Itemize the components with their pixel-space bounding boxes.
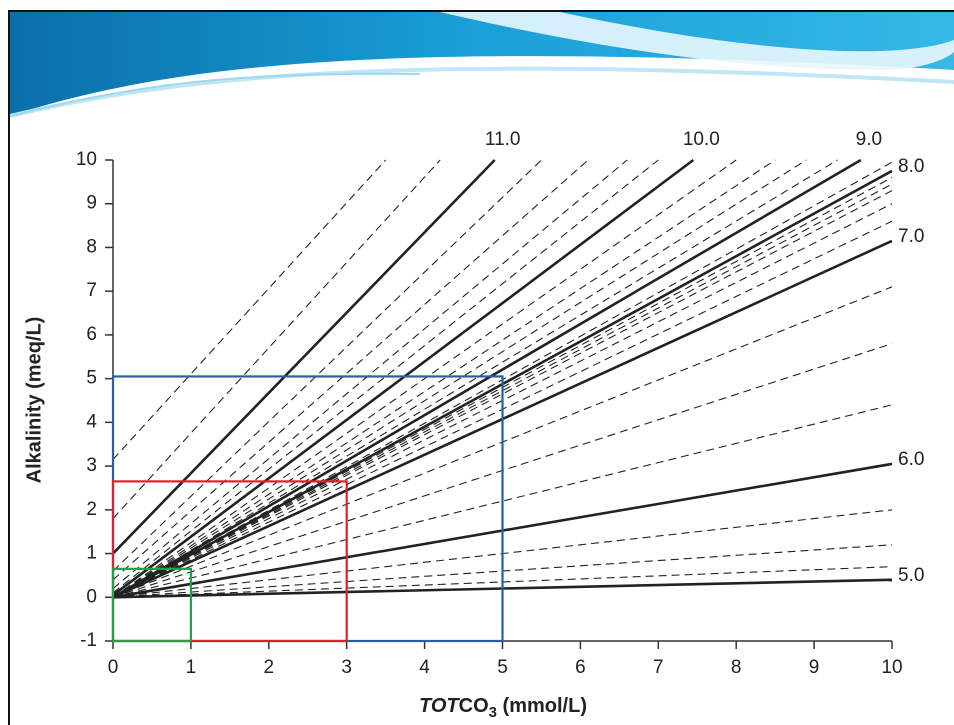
y-tick-label: 3 [86, 455, 97, 476]
ph-dashed-line [112, 159, 441, 519]
x-tick-label: 9 [809, 657, 820, 678]
ph-dashed-line [112, 159, 542, 572]
y-tick-label: 0 [86, 586, 97, 607]
line-label: 6.0 [898, 449, 924, 470]
x-title-part: (mmol/L) [497, 695, 587, 717]
ph-dashed-line [112, 159, 838, 598]
ph-dashed-line [112, 159, 387, 460]
y-tick-label: 7 [86, 280, 97, 301]
x-tick-label: 8 [731, 657, 742, 678]
y-tick-label: 5 [86, 368, 97, 389]
x-tick-label: 7 [653, 657, 664, 678]
line-label: 7.0 [898, 226, 924, 247]
ph-line [112, 159, 496, 555]
slide-frame [8, 10, 954, 725]
ph-dashed-line [112, 190, 893, 598]
x-tick-label: 2 [264, 657, 275, 678]
x-title-part: TOT [419, 695, 460, 717]
line-label: 5.0 [898, 565, 924, 586]
x-tick-label: 1 [186, 657, 197, 678]
line-label: 10.0 [683, 129, 720, 150]
y-tick-label: 10 [76, 149, 97, 170]
ph-line [112, 158, 862, 599]
x-tick-label: 5 [497, 657, 508, 678]
x-tick-label: 0 [108, 657, 119, 678]
line-label: 8.0 [898, 156, 924, 177]
x-axis-title: TOTCO3 (mmol/L) [419, 695, 587, 721]
y-tick-label: 1 [86, 543, 97, 564]
line-label: 9.0 [856, 129, 882, 150]
ph-dashed-line [112, 159, 589, 581]
highlight-box [111, 567, 193, 643]
x-tick-label: 3 [341, 657, 352, 678]
ph-dashed-line [112, 159, 737, 598]
y-tick-label: -1 [80, 630, 97, 651]
y-axis-title: Alkalinity (meq/L) [23, 317, 45, 484]
y-tick-label: 4 [86, 411, 97, 432]
x-tick-label: 4 [419, 657, 430, 678]
ph-dashed-line [112, 159, 628, 589]
ph-dashed-line [112, 404, 893, 598]
y-tick-label: 2 [86, 499, 97, 520]
y-tick-label: 6 [86, 324, 97, 345]
ph-dashed-line [112, 159, 776, 598]
x-title-part: 3 [489, 704, 497, 721]
y-tick-label: 8 [86, 236, 97, 257]
plot: -1 0 1 2 3 4 5 6 7 8 9 10 0 1 2 3 4 5 6 7 8 9 10 11.0 10.0 9.0 8.0… [76, 129, 925, 678]
x-tick-label: 6 [575, 657, 586, 678]
ph-dashed-line [112, 183, 893, 598]
y-tick-label: 9 [86, 193, 97, 214]
highlight-box [111, 480, 348, 643]
x-title-part: CO [459, 695, 489, 717]
ph-dashed-line [112, 159, 807, 598]
header-decoration [9, 12, 954, 118]
line-label: 11.0 [485, 129, 521, 150]
x-tick-label: 10 [881, 657, 902, 678]
